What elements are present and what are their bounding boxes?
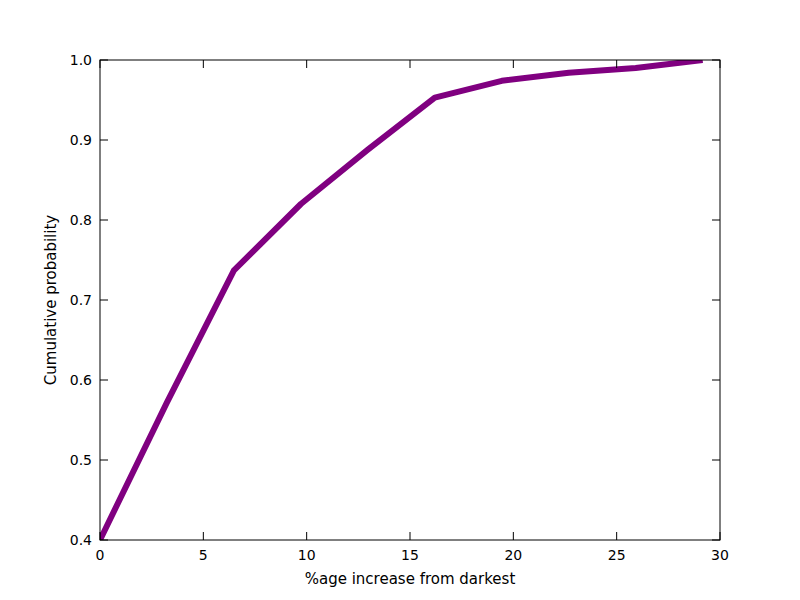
- x-tick-top: [410, 60, 411, 68]
- background: [0, 0, 800, 600]
- x-tick-label: 25: [608, 547, 626, 563]
- y-tick-right: [712, 300, 720, 301]
- x-tick-label: 15: [401, 547, 419, 563]
- x-axis-label: %age increase from darkest: [305, 570, 516, 588]
- y-tick-right: [712, 540, 720, 541]
- x-tick-top: [203, 60, 204, 68]
- plot-area: [100, 60, 703, 540]
- y-tick: [100, 380, 108, 381]
- y-tick: [100, 300, 108, 301]
- x-tick-top: [513, 60, 514, 68]
- x-tick-label: 20: [504, 547, 522, 563]
- y-tick: [100, 220, 108, 221]
- x-tick-top: [720, 60, 721, 68]
- y-tick-right: [712, 220, 720, 221]
- y-tick-right: [712, 380, 720, 381]
- x-tick: [720, 532, 721, 540]
- y-tick: [100, 460, 108, 461]
- y-tick-label: 0.7: [70, 292, 92, 308]
- x-tick: [100, 532, 101, 540]
- x-tick: [513, 532, 514, 540]
- y-tick-right: [712, 60, 720, 61]
- y-tick-right: [712, 460, 720, 461]
- x-tick-label: 5: [199, 547, 208, 563]
- data-line: [100, 60, 703, 540]
- x-tick: [410, 532, 411, 540]
- y-tick-label: 0.8: [70, 212, 92, 228]
- x-tick-label: 0: [96, 547, 105, 563]
- x-tick: [616, 532, 617, 540]
- y-tick-label: 0.5: [70, 452, 92, 468]
- y-axis-label: Cumulative probability: [42, 215, 60, 386]
- y-tick-label: 0.9: [70, 132, 92, 148]
- y-tick: [100, 140, 108, 141]
- y-tick: [100, 60, 108, 61]
- x-tick: [203, 532, 204, 540]
- chart: 0 5 10 15 20 25 30 0.4 0.5 0.6 0.7 0.8 0.9 1.0 %age in…: [0, 0, 800, 600]
- x-tick-top: [306, 60, 307, 68]
- x-tick: [306, 532, 307, 540]
- y-tick-label: 0.6: [70, 372, 92, 388]
- x-tick-label: 10: [298, 547, 316, 563]
- y-tick-right: [712, 140, 720, 141]
- axes-frame: [100, 60, 720, 540]
- x-tick-top: [616, 60, 617, 68]
- x-tick-top: [100, 60, 101, 68]
- y-tick: [100, 540, 108, 541]
- y-tick-label: 1.0: [70, 52, 92, 68]
- x-tick-label: 30: [711, 547, 729, 563]
- y-tick-label: 0.4: [70, 532, 92, 548]
